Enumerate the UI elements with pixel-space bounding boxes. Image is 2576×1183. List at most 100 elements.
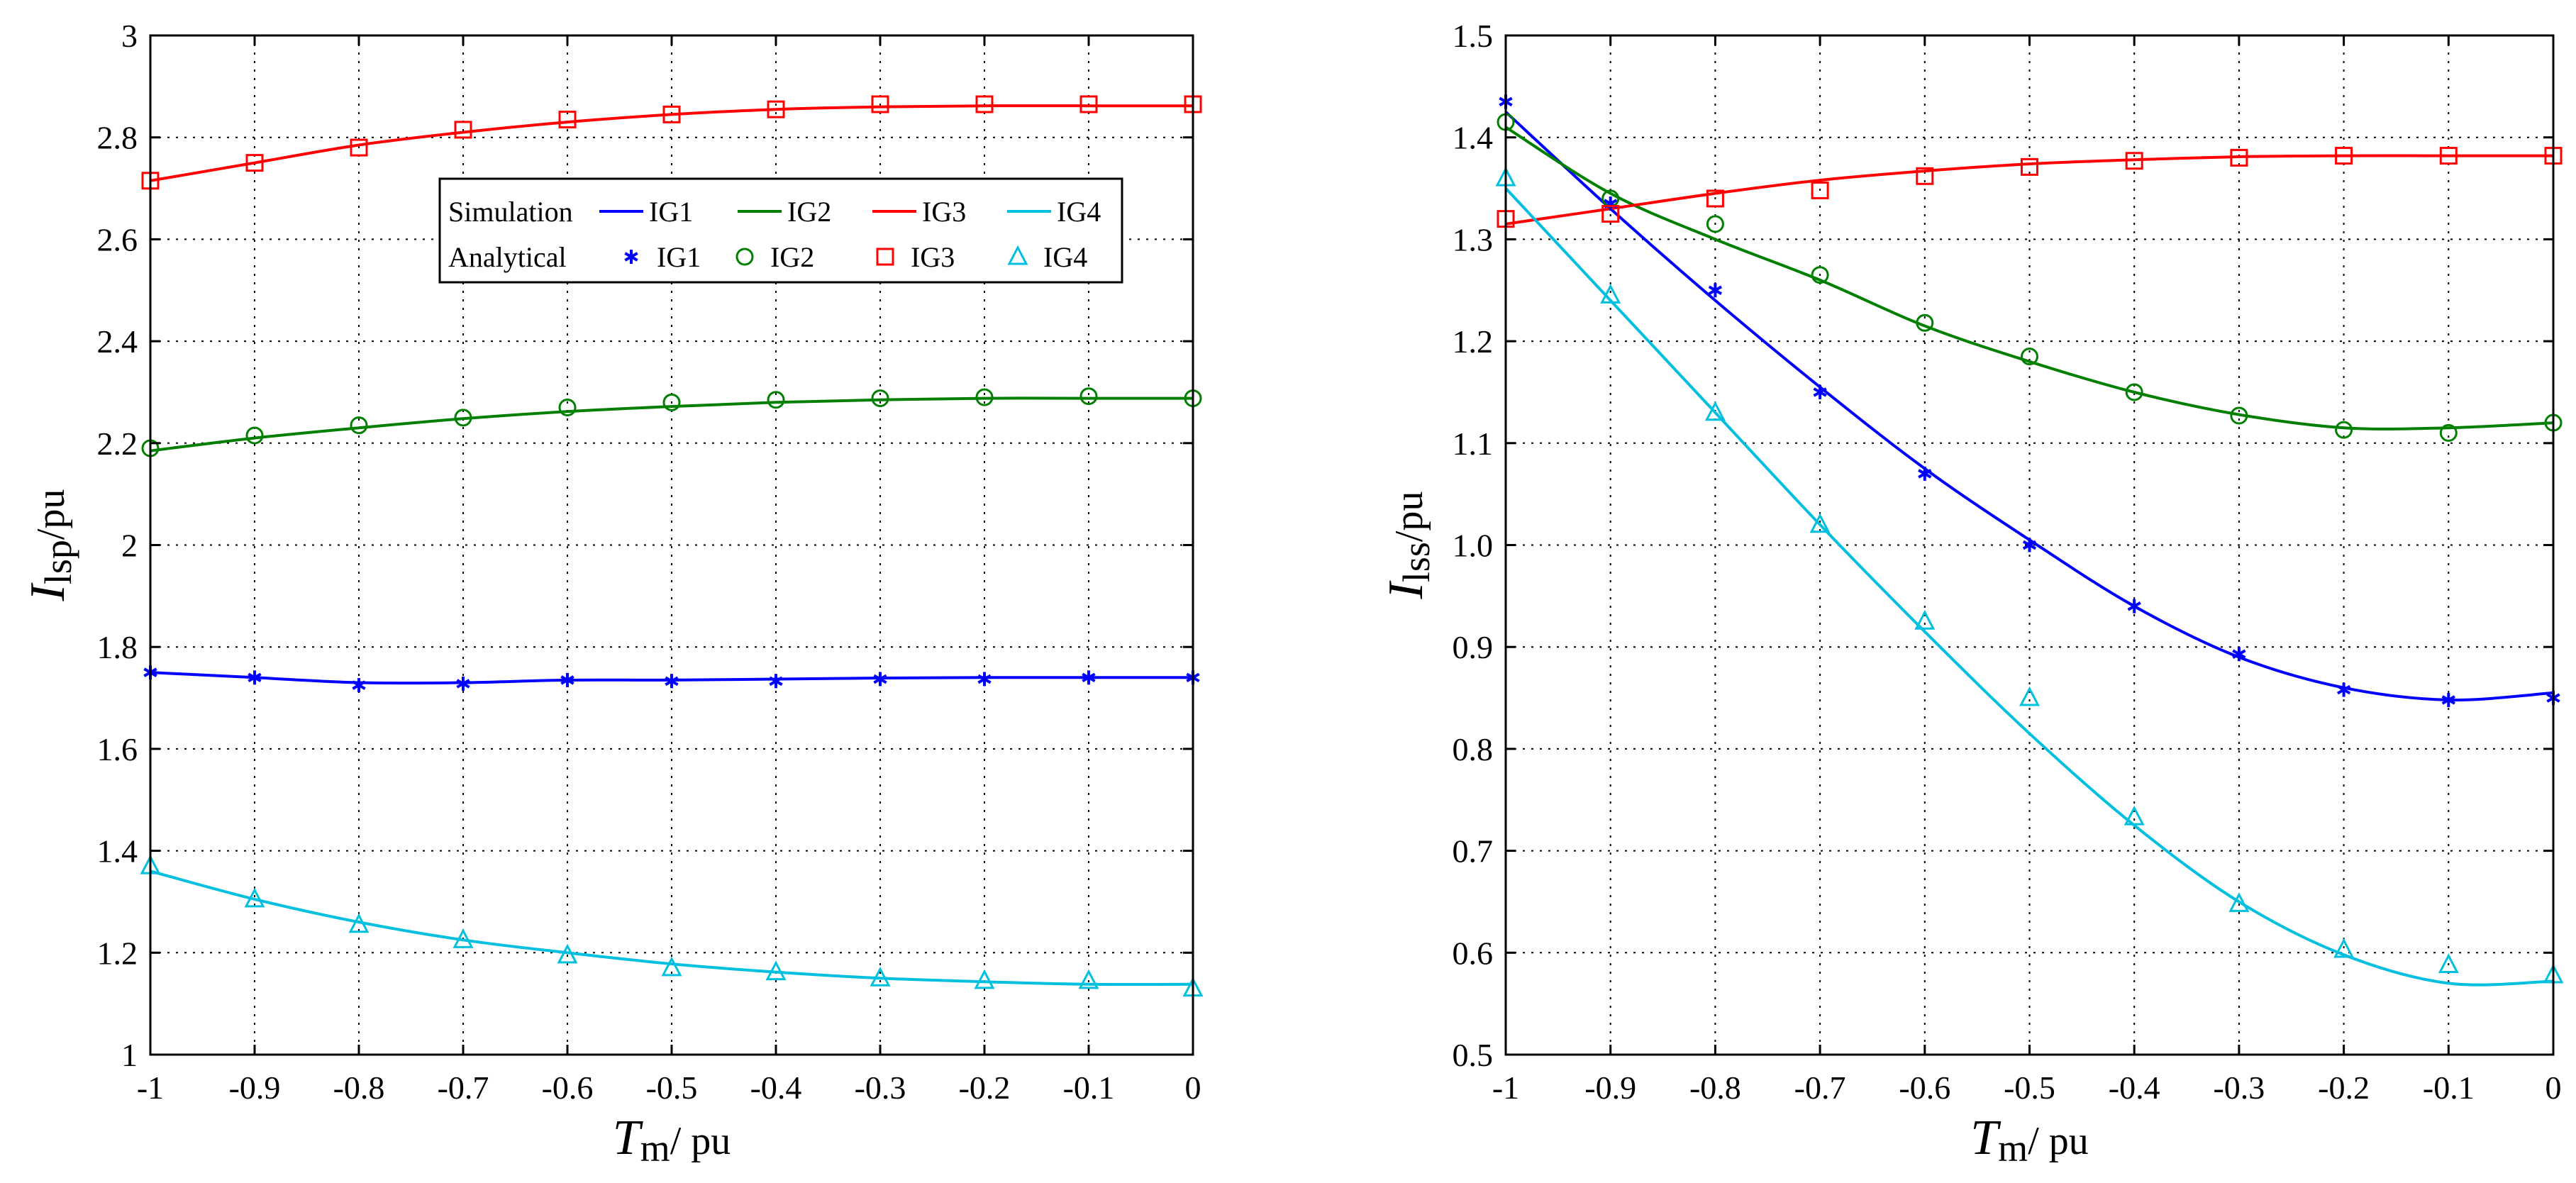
- marker-ig3: [558, 111, 577, 129]
- x-axis-label: Tm/ pu: [1970, 1111, 2089, 1170]
- marker-ig4: [1809, 513, 1831, 533]
- marker-ig1: [977, 672, 992, 687]
- legend-entry-simulation: IG2: [787, 196, 831, 228]
- y-tick-label: 1.5: [1453, 18, 1494, 54]
- x-tick-label: -0.9: [1584, 1070, 1636, 1106]
- marker-ig1: [2022, 538, 2037, 552]
- marker-ig2: [454, 409, 472, 427]
- legend-entry-analytical: IG1: [657, 241, 701, 273]
- x-tick-label: -0.7: [438, 1070, 489, 1106]
- marker-ig1: [2441, 692, 2455, 707]
- y-tick-label: 1.8: [97, 629, 138, 665]
- marker-ig3: [1811, 181, 1829, 199]
- marker-ig2: [2021, 348, 2038, 366]
- marker-ig1: [2127, 599, 2141, 613]
- marker-ig4: [765, 960, 787, 981]
- marker-ig3: [975, 95, 994, 113]
- marker-ig3: [2021, 157, 2038, 176]
- legend-entry-simulation: IG4: [1057, 196, 1101, 228]
- y-tick-label: 1.3: [1453, 221, 1494, 257]
- left-chart-lsp: -1 -0.9 -0.8 -0.7 -0.6 -0.5 -0.4 -0.3 -0.2 -0.1 0 1…: [21, 18, 1204, 1170]
- y-tick-label: 0.8: [1453, 731, 1494, 767]
- marker-ig2: [2335, 421, 2353, 439]
- marker-ig3: [245, 154, 264, 172]
- series-markers-ig1: [1499, 94, 2560, 707]
- x-tick-label: -0.2: [2318, 1070, 2370, 1106]
- y-tick-label: 1.4: [1453, 120, 1494, 156]
- y-tick-label: 2.8: [97, 120, 138, 156]
- marker-ig4: [1914, 610, 1936, 630]
- marker-ig1: [456, 676, 470, 691]
- series-markers-ig4: [1495, 166, 2564, 984]
- marker-ig1: [2232, 647, 2246, 662]
- marker-ig1: [873, 672, 887, 687]
- x-tick-label: -0.4: [750, 1070, 802, 1106]
- marker-ig2: [1706, 215, 1724, 233]
- marker-ig1: [1082, 670, 1096, 685]
- legend-entry-analytical: IG3: [911, 241, 955, 273]
- x-tick-label: 0: [1185, 1070, 1201, 1106]
- x-tick-label: -0.6: [542, 1070, 594, 1106]
- marker-ig2: [558, 399, 577, 417]
- y-tick-label: 1.2: [97, 935, 138, 971]
- marker-ig3: [662, 105, 681, 123]
- x-axis-label: Tm/ pu: [613, 1111, 731, 1170]
- series-line-ig2: [1504, 126, 2554, 431]
- marker-ig3: [454, 121, 472, 139]
- marker-ig3: [350, 138, 368, 157]
- marker-ig2: [662, 393, 681, 411]
- marker-ig2: [871, 389, 889, 408]
- x-tick-label: -0.1: [1063, 1070, 1115, 1106]
- marker-ig2: [2230, 406, 2248, 425]
- legend-entry-analytical: IG2: [770, 241, 814, 273]
- legend: Simulation Analytical IG1 IG2 IG3 IG4 IG1 IG2 IG…: [438, 177, 1123, 284]
- y-axis-label: Ilsp/pu: [21, 489, 79, 602]
- x-tick-label: -0.3: [855, 1070, 906, 1106]
- y-tick-label: 1.4: [97, 833, 138, 870]
- marker-ig4: [2228, 892, 2250, 912]
- marker-ig4: [1600, 284, 1621, 304]
- marker-ig4: [661, 956, 682, 977]
- y-tick-label: 2.4: [97, 323, 138, 360]
- marker-ig3: [2335, 147, 2353, 165]
- marker-ig3: [871, 95, 889, 113]
- marker-ig1: [1708, 283, 1723, 298]
- x-tick-label: -0.1: [2423, 1070, 2475, 1106]
- marker-ig2: [1811, 266, 1829, 284]
- y-tick-label: 1.0: [1453, 528, 1494, 564]
- marker-ig3: [2230, 148, 2248, 167]
- y-tick-label: 1.1: [1453, 426, 1494, 462]
- x-tick-label: -0.8: [1689, 1070, 1741, 1106]
- legend-row-label: Analytical: [448, 241, 567, 273]
- marker-ig2: [245, 426, 264, 445]
- marker-ig1: [2336, 682, 2351, 697]
- legend-marker-ig3: [876, 248, 894, 266]
- y-tick-label: 1: [121, 1037, 138, 1073]
- legend-marker-ig2: [735, 248, 754, 266]
- marker-ig4: [2019, 686, 2040, 706]
- y-tick-label: 0.7: [1453, 833, 1494, 870]
- series-markers-ig4: [140, 854, 1204, 997]
- y-tick-label: 2.6: [97, 221, 138, 257]
- marker-ig2: [1079, 387, 1098, 406]
- marker-ig4: [348, 913, 370, 933]
- marker-ig4: [1078, 969, 1099, 989]
- marker-ig2: [1916, 313, 1934, 332]
- y-axis-label: Ilss/pu: [1379, 491, 1438, 600]
- marker-ig3: [1601, 204, 1620, 223]
- y-tick-label: 0.6: [1453, 935, 1494, 971]
- right-chart-lss: -1 -0.9 -0.8 -0.7 -0.6 -0.5 -0.4 -0.3 -0.2 -0.1 0 0…: [1379, 18, 2564, 1170]
- marker-ig2: [2125, 383, 2143, 401]
- marker-ig1: [1918, 466, 1932, 481]
- x-tick-label: -1: [1492, 1070, 1519, 1106]
- marker-ig3: [2125, 152, 2143, 170]
- marker-ig4: [2123, 805, 2145, 826]
- legend-marker-ig4: [1007, 245, 1028, 265]
- marker-ig3: [1706, 189, 1724, 208]
- y-tick-label: 0.5: [1453, 1037, 1494, 1073]
- marker-ig2: [975, 388, 994, 406]
- marker-ig1: [665, 674, 679, 689]
- legend-box: [438, 177, 1123, 284]
- marker-ig4: [453, 928, 474, 948]
